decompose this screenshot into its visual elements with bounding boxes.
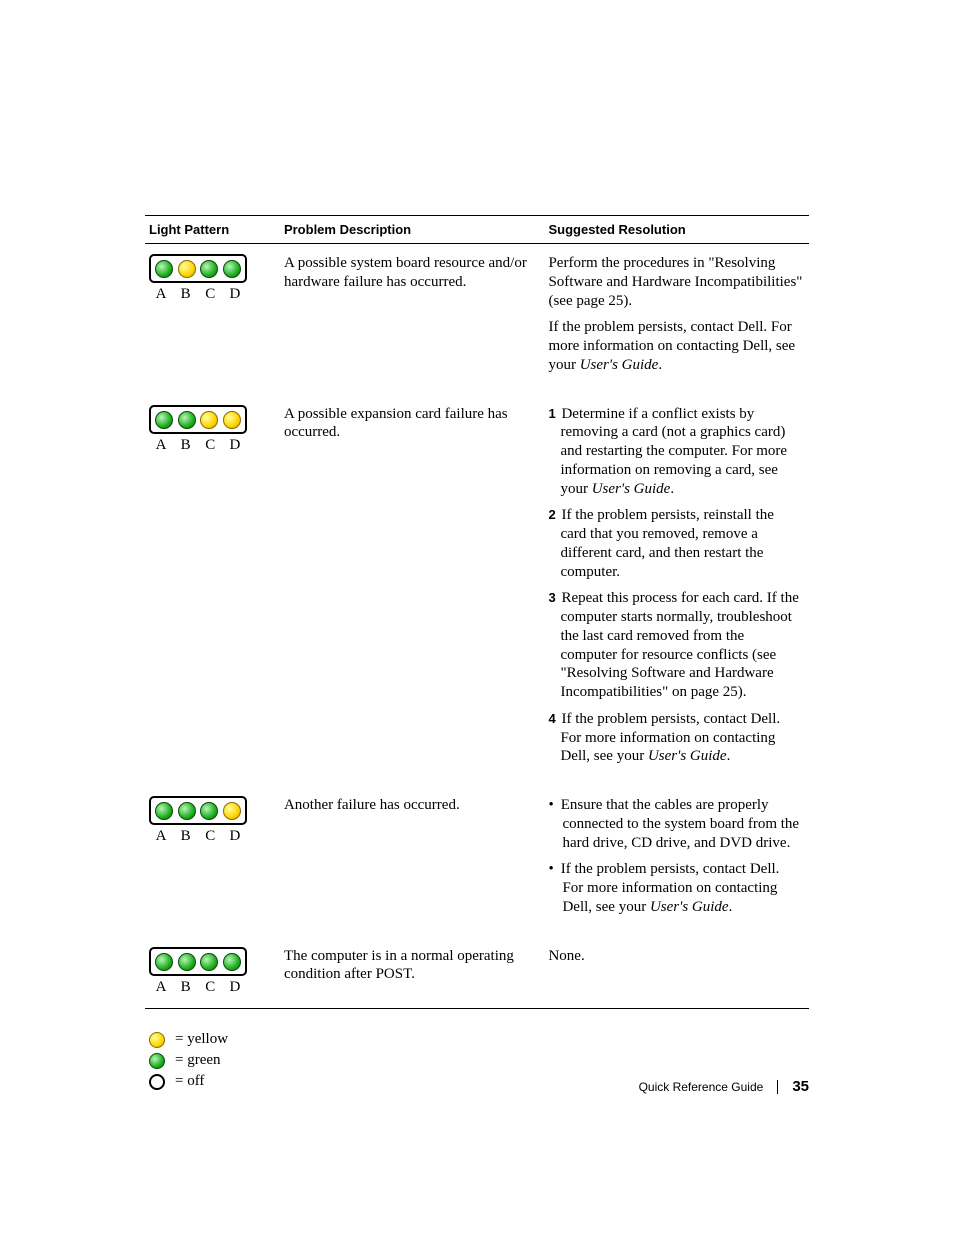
footer-separator	[777, 1080, 778, 1094]
footer-title: Quick Reference Guide	[639, 1080, 764, 1094]
led-green-icon	[200, 260, 218, 278]
legend-label: = green	[175, 1052, 221, 1069]
resolution-bullet: If the problem persists, contact Dell. F…	[548, 860, 803, 916]
cell-resolution: Ensure that the cables are properly conn…	[544, 786, 809, 937]
led-green-icon	[155, 953, 173, 971]
led-yellow-icon	[223, 802, 241, 820]
lights-box	[149, 254, 247, 283]
led-label: D	[226, 285, 244, 304]
cell-light-pattern: ABCD	[145, 786, 280, 937]
led-label: A	[152, 285, 170, 304]
led-green-icon	[178, 411, 196, 429]
led-labels: ABCD	[149, 436, 247, 455]
lights-box	[149, 796, 247, 825]
resolution-paragraph: Perform the procedures in "Resolving Sof…	[548, 254, 803, 310]
diagnostics-table: Light Pattern Problem Description Sugges…	[145, 215, 809, 1009]
led-green-icon	[178, 953, 196, 971]
resolution-step: 3 Repeat this process for each card. If …	[548, 589, 803, 702]
led-label: B	[177, 436, 195, 455]
cell-light-pattern: ABCD	[145, 244, 280, 395]
table-row: ABCD The computer is in a normal operatin…	[145, 937, 809, 1009]
led-off-icon	[149, 1074, 165, 1090]
led-label: A	[152, 978, 170, 997]
resolution-step: 2 If the problem persists, reinstall the…	[548, 506, 803, 581]
table-header-row: Light Pattern Problem Description Sugges…	[145, 216, 809, 244]
light-pattern: ABCD	[149, 796, 257, 846]
led-label: B	[177, 285, 195, 304]
resolution-bullet: Ensure that the cables are properly conn…	[548, 796, 803, 852]
led-label: D	[226, 436, 244, 455]
led-label: B	[177, 827, 195, 846]
resolution: 1 Determine if a conflict exists by remo…	[548, 405, 803, 767]
light-pattern: ABCD	[149, 405, 257, 455]
resolution-paragraph: If the problem persists, contact Dell. F…	[548, 318, 803, 374]
led-yellow-icon	[178, 260, 196, 278]
cell-resolution: Perform the procedures in "Resolving Sof…	[544, 244, 809, 395]
resolution-steps: 1 Determine if a conflict exists by remo…	[548, 405, 803, 767]
led-yellow-icon	[223, 411, 241, 429]
led-label: A	[152, 827, 170, 846]
led-green-icon	[149, 1053, 165, 1069]
legend-row: = green	[149, 1052, 809, 1069]
led-yellow-icon	[200, 411, 218, 429]
table-row: ABCD Another failure has occurred.Ensure …	[145, 786, 809, 937]
page-footer: Quick Reference Guide 35	[639, 1078, 809, 1095]
resolution-step: 1 Determine if a conflict exists by remo…	[548, 405, 803, 499]
document-page: Light Pattern Problem Description Sugges…	[0, 0, 954, 1235]
led-green-icon	[155, 411, 173, 429]
led-green-icon	[223, 260, 241, 278]
resolution: Ensure that the cables are properly conn…	[548, 796, 803, 917]
cell-light-pattern: ABCD	[145, 395, 280, 787]
led-yellow-icon	[149, 1032, 165, 1048]
resolution: None.	[548, 947, 803, 966]
led-green-icon	[200, 953, 218, 971]
led-labels: ABCD	[149, 978, 247, 997]
led-green-icon	[155, 802, 173, 820]
header-suggested-resolution: Suggested Resolution	[544, 216, 809, 244]
led-label: C	[201, 436, 219, 455]
led-green-icon	[223, 953, 241, 971]
light-pattern: ABCD	[149, 947, 257, 997]
resolution-bullets: Ensure that the cables are properly conn…	[548, 796, 803, 917]
led-label: A	[152, 436, 170, 455]
led-labels: ABCD	[149, 285, 247, 304]
light-pattern: ABCD	[149, 254, 257, 304]
table-row: ABCD A possible system board resource and…	[145, 244, 809, 395]
header-problem-description: Problem Description	[280, 216, 545, 244]
page-number: 35	[792, 1078, 809, 1095]
cell-problem: A possible system board resource and/or …	[280, 244, 545, 395]
led-green-icon	[155, 260, 173, 278]
led-green-icon	[200, 802, 218, 820]
led-label: B	[177, 978, 195, 997]
cell-light-pattern: ABCD	[145, 937, 280, 1009]
led-label: C	[201, 827, 219, 846]
legend-label: = off	[175, 1073, 204, 1090]
lights-box	[149, 947, 247, 976]
cell-problem: The computer is in a normal operating co…	[280, 937, 545, 1009]
cell-problem: Another failure has occurred.	[280, 786, 545, 937]
cell-resolution: 1 Determine if a conflict exists by remo…	[544, 395, 809, 787]
led-green-icon	[178, 802, 196, 820]
led-label: D	[226, 978, 244, 997]
led-label: C	[201, 978, 219, 997]
lights-box	[149, 405, 247, 434]
resolution: Perform the procedures in "Resolving Sof…	[548, 254, 803, 375]
led-labels: ABCD	[149, 827, 247, 846]
table-row: ABCD A possible expansion card failure ha…	[145, 395, 809, 787]
resolution-text: None.	[548, 947, 803, 966]
led-label: C	[201, 285, 219, 304]
legend-label: = yellow	[175, 1031, 228, 1048]
resolution-step: 4 If the problem persists, contact Dell.…	[548, 710, 803, 766]
cell-problem: A possible expansion card failure has oc…	[280, 395, 545, 787]
cell-resolution: None.	[544, 937, 809, 1009]
legend-row: = yellow	[149, 1031, 809, 1048]
led-label: D	[226, 827, 244, 846]
header-light-pattern: Light Pattern	[145, 216, 280, 244]
